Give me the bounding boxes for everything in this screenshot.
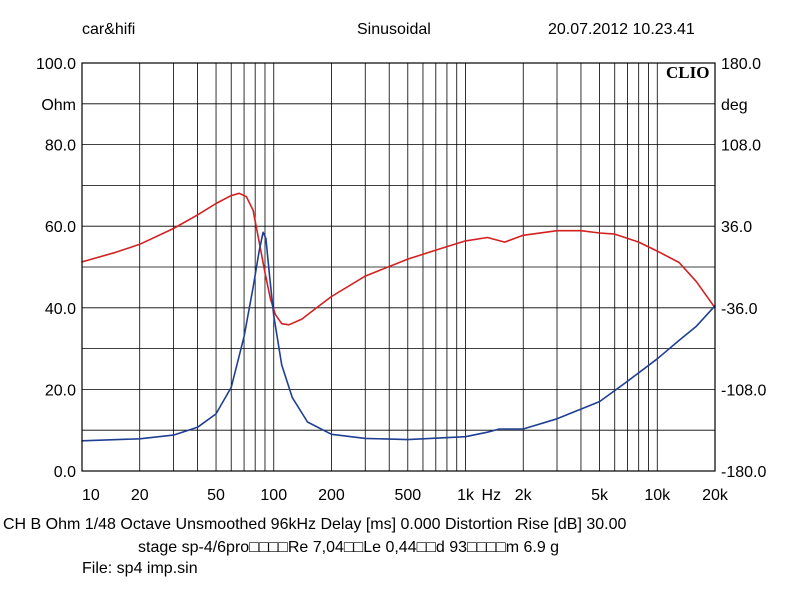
x-unit-label: Hz (482, 487, 502, 504)
y-left-tick-label: 20.0 (45, 382, 76, 399)
x-tick-label: 10k (644, 487, 671, 504)
y-left-tick-label: 100.0 (36, 56, 76, 73)
impedance-series-line (81, 231, 716, 442)
y-right-unit-label: deg (721, 97, 748, 114)
timestamp-label: 20.07.2012 10.23.41 (548, 21, 695, 38)
y-right-tick-label: -36.0 (721, 301, 758, 318)
x-tick-label: 2k (515, 487, 533, 504)
y-right-tick-label: -180.0 (721, 464, 766, 481)
x-tick-label: 10 (82, 487, 100, 504)
tick-labels: 10 20 50 100 200 500 1k 2k 5k 10k 20k Hz 100.0 80.0 60… (36, 56, 767, 504)
brand-label: car&hifi (82, 21, 136, 38)
plot-frame (81, 62, 716, 472)
x-tick-label: 50 (207, 487, 225, 504)
clio-logo: CLIO (666, 63, 709, 82)
y-left-tick-label: 80.0 (45, 138, 76, 155)
settings-line: CH B Ohm 1/48 Octave Unsmoothed 96kHz De… (3, 516, 627, 533)
file-line: File: sp4 imp.sin (82, 560, 198, 577)
grid (81, 63, 716, 471)
params-line: stage sp-4/6pro□□□□Re 7,04□□Le 0,44□□d 9… (138, 539, 560, 556)
series-layer (81, 192, 716, 442)
x-tick-label: 1k (457, 487, 475, 504)
y-right-tick-label: 180.0 (721, 56, 761, 73)
x-tick-label: 200 (318, 487, 345, 504)
y-left-tick-label: 0.0 (54, 464, 76, 481)
y-left-unit-label: Ohm (41, 97, 76, 114)
x-tick-label: 20k (702, 487, 729, 504)
x-tick-label: 5k (591, 487, 609, 504)
y-right-tick-label: 36.0 (721, 219, 752, 236)
y-left-tick-label: 40.0 (45, 301, 76, 318)
y-left-tick-label: 60.0 (45, 219, 76, 236)
x-tick-label: 500 (394, 487, 421, 504)
y-right-tick-label: -108.0 (721, 382, 766, 399)
x-tick-label: 20 (131, 487, 149, 504)
y-right-tick-label: 108.0 (721, 138, 761, 155)
phase-series-line (81, 192, 716, 326)
mode-label: Sinusoidal (357, 21, 431, 38)
x-tick-label: 100 (260, 487, 287, 504)
